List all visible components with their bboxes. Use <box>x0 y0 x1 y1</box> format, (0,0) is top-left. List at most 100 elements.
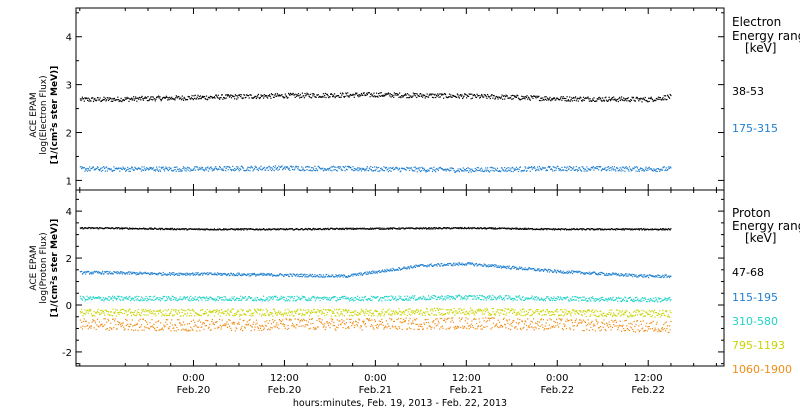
data-point <box>371 299 373 301</box>
data-point <box>178 272 180 274</box>
data-point <box>360 272 362 274</box>
data-point <box>118 272 120 274</box>
data-point <box>573 270 575 272</box>
data-point <box>232 274 234 276</box>
data-point <box>148 168 150 170</box>
data-point <box>215 312 217 314</box>
data-point <box>138 312 140 314</box>
data-point <box>404 94 406 96</box>
data-point <box>632 96 635 98</box>
data-point <box>492 167 495 169</box>
data-point <box>552 271 554 273</box>
data-point <box>266 96 268 98</box>
data-point <box>568 100 570 102</box>
data-point <box>353 274 355 276</box>
data-point <box>115 271 118 273</box>
data-point <box>352 298 354 300</box>
data-point <box>236 275 238 277</box>
data-point <box>626 273 628 275</box>
data-point <box>263 274 265 276</box>
data-point <box>563 228 565 230</box>
data-point <box>571 97 573 99</box>
data-point <box>215 310 217 313</box>
data-point <box>177 228 179 230</box>
data-point <box>503 95 505 97</box>
data-point <box>306 169 308 171</box>
data-point <box>661 276 663 278</box>
data-point <box>351 297 353 299</box>
data-point <box>553 166 555 168</box>
data-point <box>97 297 99 299</box>
data-point <box>134 166 136 168</box>
data-point <box>402 267 404 269</box>
data-point <box>527 167 529 169</box>
data-point <box>463 170 465 172</box>
data-point <box>540 168 542 170</box>
data-point <box>339 92 342 94</box>
data-point <box>471 97 474 99</box>
data-point <box>376 227 378 229</box>
data-point <box>335 300 337 302</box>
data-point <box>245 314 247 316</box>
data-point <box>668 298 670 300</box>
data-point <box>554 269 556 271</box>
data-point <box>144 309 146 311</box>
data-point <box>248 167 250 169</box>
data-point <box>170 311 172 313</box>
data-point <box>165 273 167 276</box>
data-point <box>81 308 83 310</box>
data-point <box>380 167 382 169</box>
data-point <box>186 166 189 168</box>
data-point <box>468 93 470 95</box>
data-point <box>185 228 187 230</box>
data-point <box>161 315 163 317</box>
data-point <box>383 228 386 230</box>
data-point <box>508 228 510 230</box>
data-point <box>475 96 477 98</box>
data-point <box>208 167 210 169</box>
data-point <box>87 270 89 273</box>
data-point <box>223 169 225 171</box>
data-point <box>312 167 314 169</box>
data-point <box>320 168 322 170</box>
data-point <box>605 96 607 98</box>
data-point <box>147 96 149 98</box>
data-point <box>136 313 138 315</box>
data-point <box>257 274 259 276</box>
data-point <box>470 263 472 265</box>
data-point <box>554 269 556 272</box>
data-point <box>329 96 331 98</box>
data-point <box>665 274 667 276</box>
data-point <box>498 227 500 230</box>
data-point <box>173 272 175 274</box>
data-point <box>441 265 443 267</box>
data-point <box>98 313 100 315</box>
data-point <box>244 170 246 172</box>
data-point <box>108 167 110 169</box>
data-point <box>360 273 363 275</box>
data-point <box>215 167 217 169</box>
data-point <box>617 228 619 231</box>
data-point <box>349 297 351 299</box>
data-point <box>466 296 468 298</box>
data-point <box>639 274 641 276</box>
electron-ytick-label: 4 <box>66 33 72 44</box>
data-point <box>255 166 257 168</box>
data-point <box>111 298 113 300</box>
data-point <box>288 296 290 298</box>
data-point <box>221 94 223 96</box>
data-point <box>324 276 326 278</box>
data-point <box>471 169 474 171</box>
data-point <box>239 313 241 315</box>
data-point <box>445 168 447 170</box>
data-point <box>385 228 387 230</box>
data-point <box>485 297 487 299</box>
data-point <box>132 298 134 300</box>
data-point <box>339 297 341 299</box>
data-point <box>258 274 260 276</box>
data-point <box>338 274 340 276</box>
data-point <box>345 298 347 300</box>
data-point <box>238 272 240 274</box>
data-point <box>408 94 410 96</box>
data-point <box>480 227 482 229</box>
